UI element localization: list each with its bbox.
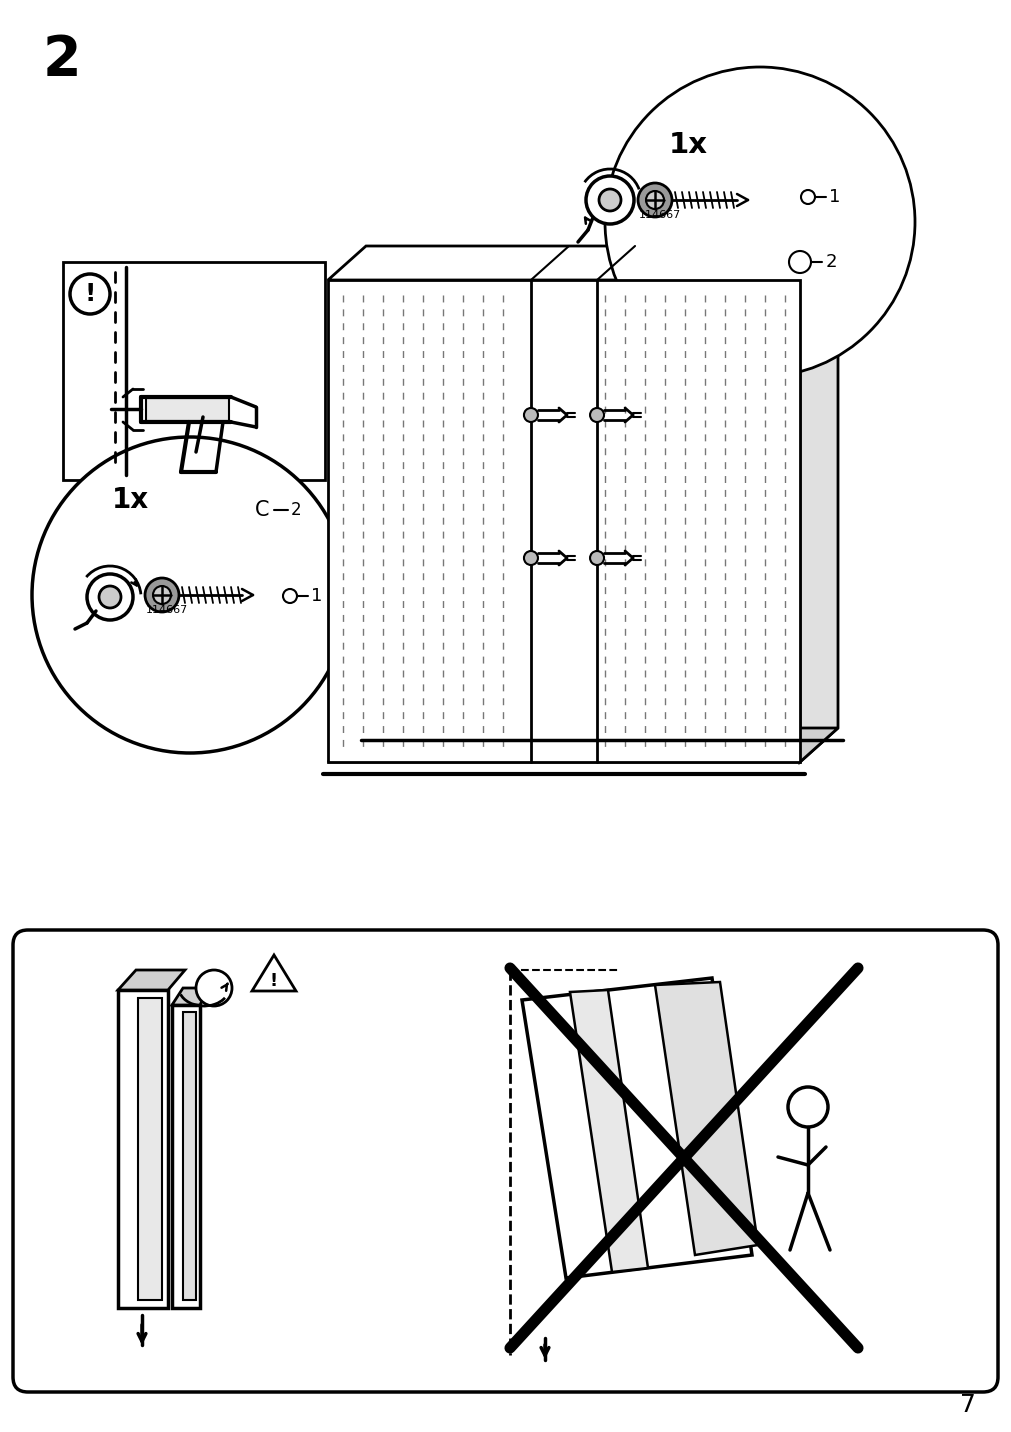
Polygon shape bbox=[172, 1005, 200, 1307]
Polygon shape bbox=[146, 398, 228, 421]
Circle shape bbox=[589, 551, 604, 566]
Text: C: C bbox=[255, 500, 269, 520]
Polygon shape bbox=[569, 990, 647, 1272]
Circle shape bbox=[801, 190, 814, 203]
Polygon shape bbox=[679, 318, 717, 372]
Polygon shape bbox=[328, 727, 837, 762]
Circle shape bbox=[585, 176, 633, 223]
Polygon shape bbox=[252, 955, 295, 991]
Circle shape bbox=[524, 551, 538, 566]
Circle shape bbox=[599, 189, 621, 211]
Circle shape bbox=[153, 586, 171, 604]
Text: 1: 1 bbox=[828, 188, 840, 206]
Polygon shape bbox=[800, 246, 837, 762]
Text: 114667: 114667 bbox=[146, 604, 188, 614]
Text: 1: 1 bbox=[311, 587, 323, 604]
Circle shape bbox=[788, 1087, 827, 1127]
Polygon shape bbox=[118, 990, 168, 1307]
Circle shape bbox=[145, 579, 179, 611]
Circle shape bbox=[70, 274, 110, 314]
Circle shape bbox=[605, 67, 914, 377]
FancyBboxPatch shape bbox=[13, 929, 997, 1392]
Polygon shape bbox=[118, 969, 185, 990]
Polygon shape bbox=[183, 1012, 196, 1300]
Text: 7: 7 bbox=[959, 1393, 975, 1418]
Circle shape bbox=[645, 190, 663, 209]
Text: !: ! bbox=[84, 282, 96, 306]
Circle shape bbox=[789, 251, 810, 274]
Circle shape bbox=[196, 969, 232, 1007]
Circle shape bbox=[589, 408, 604, 422]
Text: 2: 2 bbox=[42, 33, 81, 87]
Circle shape bbox=[524, 408, 538, 422]
Polygon shape bbox=[332, 609, 397, 667]
Polygon shape bbox=[522, 978, 751, 1277]
Circle shape bbox=[87, 574, 132, 620]
Circle shape bbox=[99, 586, 121, 609]
Polygon shape bbox=[328, 246, 837, 281]
Circle shape bbox=[637, 183, 671, 218]
Polygon shape bbox=[328, 281, 800, 762]
FancyBboxPatch shape bbox=[63, 262, 325, 480]
Text: 2: 2 bbox=[824, 253, 836, 271]
Text: !: ! bbox=[270, 972, 278, 990]
Circle shape bbox=[32, 437, 348, 753]
Polygon shape bbox=[172, 988, 208, 1005]
Text: 1x: 1x bbox=[111, 485, 149, 514]
Polygon shape bbox=[137, 998, 162, 1300]
Circle shape bbox=[283, 589, 296, 603]
Polygon shape bbox=[654, 982, 757, 1254]
Text: 114667: 114667 bbox=[638, 211, 680, 221]
Text: 1x: 1x bbox=[668, 130, 707, 159]
Text: 2: 2 bbox=[290, 501, 301, 518]
